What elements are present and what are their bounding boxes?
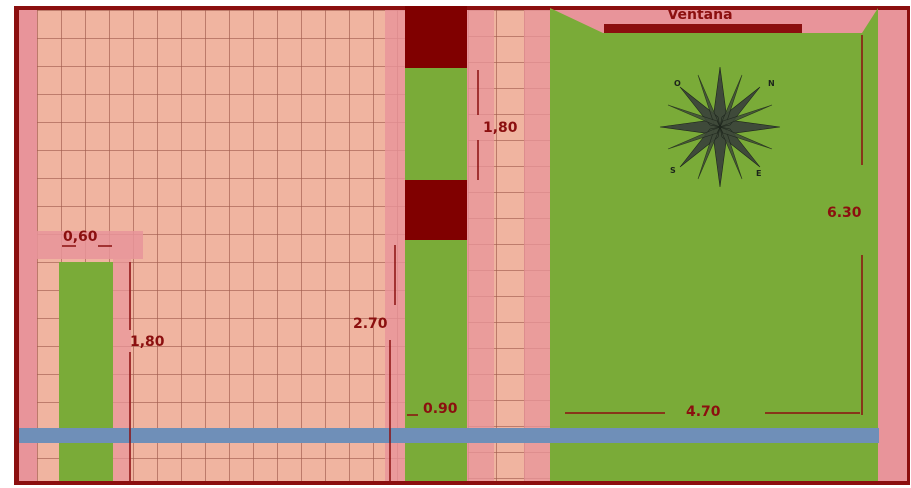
compass-north: N	[768, 79, 775, 88]
compass-south: S	[670, 166, 676, 175]
compass-rose: N O S E	[659, 66, 781, 188]
dimension-lines	[62, 35, 863, 481]
dim-center-strip-top: 1,80	[483, 120, 518, 136]
compass-star-icon	[659, 66, 781, 188]
compass-east: E	[756, 169, 761, 178]
compass-west: O	[674, 79, 681, 88]
dim-garden-width: 4.70	[686, 404, 721, 420]
tile-pink-column	[113, 259, 131, 481]
center-green-bed-upper	[405, 68, 467, 180]
dim-left-bed-width: 0,60	[63, 229, 98, 245]
water-channel	[19, 428, 879, 443]
window-label: Ventana	[667, 7, 732, 23]
left-green-bed	[59, 262, 113, 481]
dim-center-strip-length: 2.70	[353, 316, 388, 332]
dim-garden-length: 6.30	[827, 205, 862, 221]
tile-pink-band-top	[37, 231, 143, 259]
strip-pink-right	[524, 10, 550, 481]
window-bar	[604, 24, 802, 33]
main-green-garden	[550, 8, 878, 481]
center-dark-block-top	[405, 6, 467, 68]
dim-center-strip-width: 0.90	[423, 401, 458, 417]
dim-left-bed-length: 1,80	[130, 334, 165, 350]
strip-pink-left	[468, 10, 494, 481]
center-dark-block-middle	[405, 180, 467, 240]
center-green-bed-lower	[405, 240, 467, 481]
